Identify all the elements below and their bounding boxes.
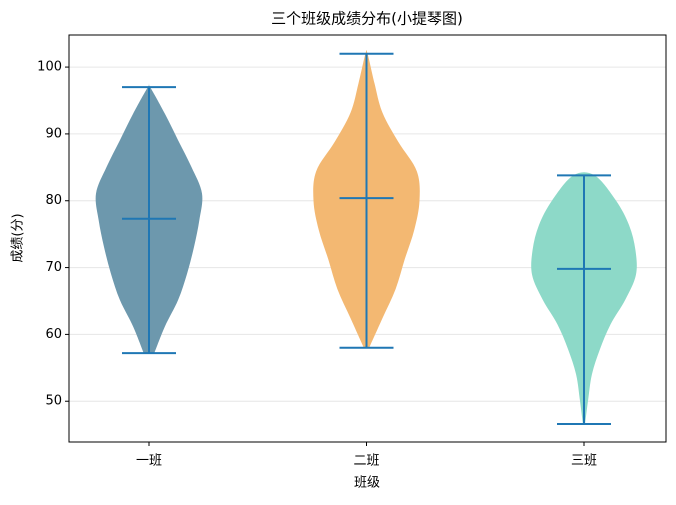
- x-tick-label: 一班: [136, 454, 162, 469]
- plot-frame: [68, 34, 667, 443]
- x-tick-label: 二班: [353, 454, 379, 469]
- y-axis-label: 成绩(分): [11, 213, 26, 262]
- y-tick-label: 70: [45, 260, 62, 275]
- y-tick-label: 60: [45, 327, 62, 342]
- x-tick-label: 三班: [571, 454, 597, 469]
- y-tick-label: 90: [45, 126, 62, 141]
- y-tick-label: 50: [45, 394, 62, 409]
- y-tick-label: 100: [37, 60, 62, 75]
- x-axis-label: 班级: [354, 476, 380, 491]
- y-tick-label: 80: [45, 193, 62, 208]
- chart-title: 三个班级成绩分布(小提琴图): [271, 10, 463, 28]
- plot-area: [69, 50, 666, 425]
